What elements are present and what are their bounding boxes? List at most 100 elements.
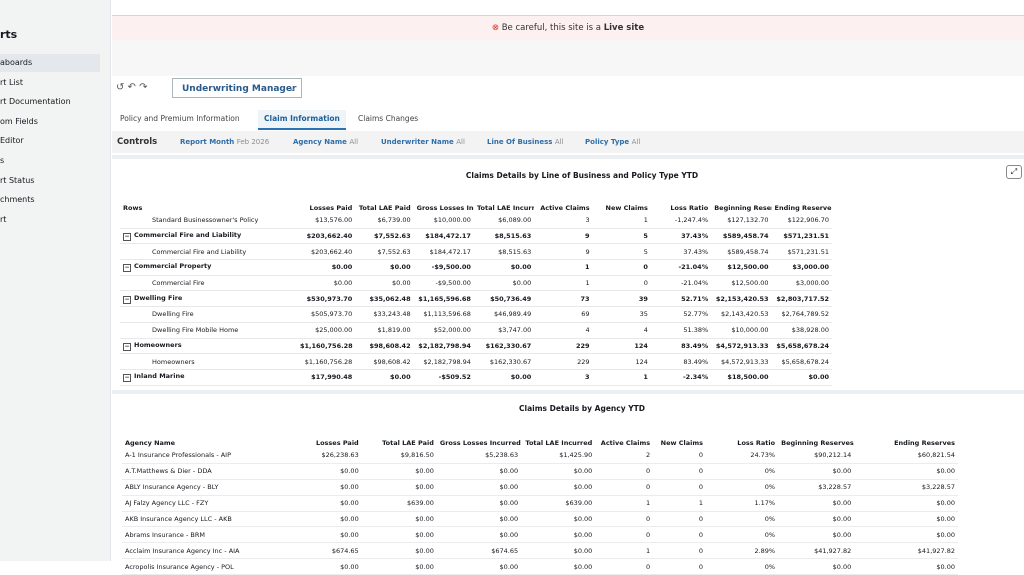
expand-button[interactable]: ⤢ bbox=[1006, 165, 1022, 179]
cell: $162,330.67 bbox=[473, 338, 535, 355]
cell-text: -$9,500.00 bbox=[431, 263, 471, 272]
cell: $0.00 bbox=[274, 558, 362, 575]
cell: AJ Falzy Agency LLC - FZY bbox=[122, 495, 275, 512]
cell-text: $0.00 bbox=[499, 467, 519, 476]
filter[interactable]: Underwriter Name All bbox=[381, 131, 465, 153]
cell: $0.00 bbox=[473, 369, 535, 386]
cell-text: 52.77% bbox=[683, 310, 709, 319]
cell-text: $5,658,678.24 bbox=[776, 341, 829, 350]
filter[interactable]: Report Month Feb 2026 bbox=[180, 131, 269, 153]
cell-text: 124 bbox=[635, 357, 648, 366]
cell: $0.00 bbox=[436, 511, 522, 528]
cell-text: $589,458.74 bbox=[722, 232, 769, 241]
dropdown[interactable]: Underwriting Manager ⌄ bbox=[172, 78, 302, 98]
nav-item[interactable]: chments bbox=[0, 195, 35, 205]
nav-item[interactable]: s bbox=[0, 156, 5, 165]
banner-text: Be careful, this site is a bbox=[501, 23, 604, 33]
cell: $0.00 bbox=[436, 463, 522, 480]
cell-text: $0.00 bbox=[936, 467, 955, 476]
cell-text: 0% bbox=[764, 562, 776, 571]
cell-text: 9 bbox=[585, 247, 590, 256]
cell: 73 bbox=[534, 290, 593, 308]
table-row: Standard Businessowner's Policy $13,576.0… bbox=[120, 213, 832, 229]
cell-text: $127,132.70 bbox=[727, 216, 769, 225]
cell-text: $0.00 bbox=[573, 483, 593, 492]
cell: $0.00 bbox=[361, 479, 437, 496]
tab[interactable]: Claims Changes bbox=[358, 114, 419, 123]
cell: $6,739.00 bbox=[355, 213, 414, 229]
cell: $9,816.50 bbox=[361, 448, 437, 464]
cell: 35 bbox=[592, 306, 651, 323]
cell: 0% bbox=[706, 511, 779, 528]
nav-item[interactable]: Editor bbox=[0, 136, 24, 146]
cell: $0.00 bbox=[436, 495, 522, 512]
cell: $0.00 bbox=[521, 511, 596, 528]
collapse-toggle[interactable]: − bbox=[123, 342, 131, 351]
cell-text: $3,747.00 bbox=[498, 326, 532, 335]
cell-text: Commercial Fire bbox=[152, 279, 205, 288]
cell-text: 69 bbox=[581, 310, 590, 319]
cell-text: $0.00 bbox=[510, 373, 532, 382]
nav-item[interactable]: rt List bbox=[0, 77, 23, 87]
cell: $184,472.17 bbox=[413, 228, 474, 245]
cell: $1,819.00 bbox=[355, 322, 414, 339]
cell: $571,231.51 bbox=[771, 228, 832, 245]
cell: $0.00 bbox=[436, 526, 522, 544]
tab[interactable]: Claim Information bbox=[258, 110, 346, 130]
cell: $0.00 bbox=[778, 526, 855, 544]
column-header: Rows bbox=[123, 204, 143, 212]
cell-text: 0% bbox=[764, 467, 776, 476]
cell-text: $505,973.70 bbox=[310, 310, 353, 319]
collapse-toggle[interactable]: − bbox=[123, 374, 131, 383]
cell-text: Dwelling Fire bbox=[134, 293, 183, 302]
cell-text: 37.43% bbox=[681, 232, 709, 241]
filter-name: Line Of Business bbox=[487, 138, 553, 146]
cell-text: 0% bbox=[764, 530, 776, 539]
cell-text: $0.00 bbox=[340, 499, 359, 508]
filter-name: Underwriter Name bbox=[381, 138, 454, 146]
collapse-toggle[interactable]: − bbox=[123, 295, 131, 304]
cell: -2.34% bbox=[650, 369, 712, 386]
cell: $3,747.00 bbox=[473, 322, 535, 339]
cell-text: Acropolis Insurance Agency - POL bbox=[125, 562, 234, 571]
cell-text: 1 bbox=[643, 216, 648, 225]
collapse-toggle[interactable]: − bbox=[123, 233, 131, 242]
cell: $0.00 bbox=[473, 275, 535, 292]
cell: 124 bbox=[592, 338, 651, 355]
filter-name: Agency Name bbox=[293, 138, 347, 146]
nav-item[interactable]: rt Documentation bbox=[0, 97, 71, 107]
cell-text: $0.00 bbox=[499, 483, 519, 492]
filter[interactable]: Agency Name All bbox=[293, 131, 358, 153]
table: Rows Losses Paid Total LAE Paid Gross Losse… bbox=[120, 189, 832, 402]
filter[interactable]: Policy Type All bbox=[585, 131, 640, 153]
cell-text: $33,243.48 bbox=[373, 310, 411, 319]
tab[interactable]: Policy and Premium Information bbox=[120, 114, 240, 123]
nav-item[interactable]: om Fields bbox=[0, 116, 38, 126]
cell-text: $7,552.63 bbox=[377, 247, 411, 256]
cell-text: $571,231.51 bbox=[783, 232, 829, 241]
nav-item[interactable]: rt Status bbox=[0, 175, 35, 185]
cell: 1 bbox=[653, 495, 706, 512]
nav-item[interactable]: rt bbox=[0, 214, 7, 224]
dropdown-label: Underwriting Manager bbox=[182, 84, 297, 94]
cell-text: $2,182,798.94 bbox=[423, 357, 471, 366]
filter[interactable]: Line Of Business All bbox=[487, 131, 564, 153]
collapse-toggle[interactable]: − bbox=[123, 264, 131, 273]
cell-text: $3,228.57 bbox=[818, 483, 852, 492]
cell: $0.00 bbox=[521, 558, 596, 575]
cell-text: $41,927.82 bbox=[917, 546, 955, 555]
cell: AKB Insurance Agency LLC - AKB bbox=[122, 511, 275, 528]
cell-text: 124 bbox=[634, 341, 648, 350]
cell: $0.00 bbox=[521, 542, 596, 560]
cell: $0.00 bbox=[854, 463, 958, 480]
cell: $0.00 bbox=[274, 526, 362, 544]
nav-item[interactable]: aboards bbox=[0, 54, 100, 72]
panel: Claims Details by Line of Business and P… bbox=[112, 155, 1024, 402]
column-header: Beginning Reserves bbox=[781, 439, 854, 447]
cell-text: 0 bbox=[643, 263, 648, 272]
cell-text: Acclaim Insurance Agency Inc - AIA bbox=[125, 546, 240, 555]
cell-text: $0.00 bbox=[832, 515, 852, 523]
undo-icons[interactable]: ↺ ↶ ↷ bbox=[116, 82, 148, 93]
cell-text: $2,143,420.53 bbox=[720, 310, 769, 319]
